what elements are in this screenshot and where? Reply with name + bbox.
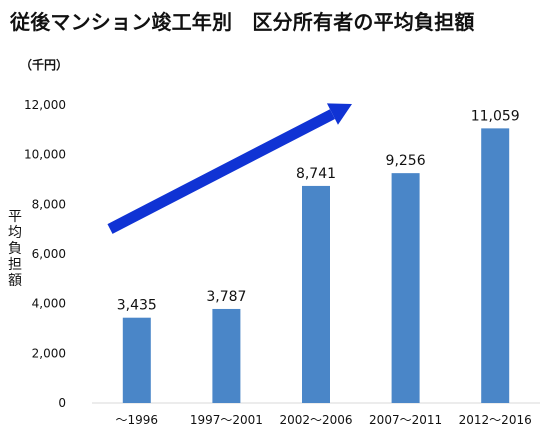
data-label: 11,059 (471, 108, 520, 124)
data-label: 3,435 (117, 298, 157, 314)
data-label: 9,256 (386, 153, 426, 169)
chart-title: 従後マンション竣工年別 区分所有者の平均負担額 (10, 10, 475, 34)
x-tick-label: 2002～2006 (279, 413, 352, 427)
x-tick-label: 1997～2001 (190, 413, 263, 427)
x-axis-ticks: ～1996 1997～2001 2002～2006 2007～2011 2012～201… (116, 413, 532, 427)
x-tick-label: 2012～2016 (459, 413, 532, 427)
x-tick-label: 2007～2011 (369, 413, 442, 427)
y-tick-label: 4,000 (32, 297, 66, 311)
trend-arrow-shaft (107, 109, 335, 234)
unit-label: （千円） (20, 58, 69, 72)
bar (212, 308, 241, 403)
y-tick-label: 8,000 (32, 197, 66, 211)
trend-arrow (107, 103, 352, 234)
y-tick-label: 0 (58, 396, 66, 410)
trend-arrow-head (326, 103, 352, 125)
bar (391, 173, 420, 403)
bar (302, 185, 330, 403)
data-label: 3,787 (206, 289, 246, 305)
data-labels: 3,435 3,787 8,741 9,256 11,059 (117, 108, 520, 313)
data-label: 8,741 (296, 166, 336, 182)
y-tick-label: 10,000 (24, 148, 66, 162)
bar-series (122, 128, 510, 403)
y-tick-label: 6,000 (32, 247, 66, 261)
bar (481, 128, 510, 403)
x-tick-label: ～1996 (116, 413, 159, 427)
bar (122, 317, 151, 403)
y-axis-ticks: 0 2,000 4,000 6,000 8,000 10,000 12,000 (24, 98, 66, 410)
y-tick-label: 12,000 (24, 98, 66, 112)
y-axis-label: 平均負担額 (8, 209, 22, 289)
y-tick-label: 2,000 (32, 346, 66, 360)
